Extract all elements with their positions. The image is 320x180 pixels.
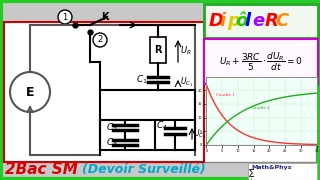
Text: $C_1$: $C_1$ bbox=[136, 74, 148, 86]
Text: R: R bbox=[265, 12, 279, 30]
Text: C: C bbox=[275, 12, 288, 30]
Text: Courbe 2: Courbe 2 bbox=[251, 106, 269, 110]
Bar bbox=[150, 37, 166, 63]
Text: $U_{C_1}$: $U_{C_1}$ bbox=[180, 75, 193, 89]
Text: 1: 1 bbox=[62, 12, 68, 21]
Text: 2Bac SM: 2Bac SM bbox=[5, 163, 78, 177]
Text: $U_{C_2}$: $U_{C_2}$ bbox=[193, 127, 206, 141]
Text: $C_3$: $C_3$ bbox=[106, 137, 118, 149]
Circle shape bbox=[10, 72, 50, 112]
Text: $U_R$: $U_R$ bbox=[180, 45, 192, 57]
Text: $U_R + \dfrac{3RC}{5} \cdot \dfrac{dU_R}{dt} = 0$: $U_R + \dfrac{3RC}{5} \cdot \dfrac{dU_R}… bbox=[219, 51, 303, 73]
Text: (Devoir Surveillé): (Devoir Surveillé) bbox=[82, 163, 206, 177]
FancyBboxPatch shape bbox=[4, 22, 204, 162]
Circle shape bbox=[58, 10, 72, 24]
Text: $C_4$: $C_4$ bbox=[156, 120, 168, 132]
FancyBboxPatch shape bbox=[204, 39, 318, 84]
FancyBboxPatch shape bbox=[204, 4, 318, 38]
Text: 2: 2 bbox=[97, 35, 103, 44]
Circle shape bbox=[93, 33, 107, 47]
Text: Math&Phys: Math&Phys bbox=[252, 165, 292, 170]
Text: p: p bbox=[227, 12, 240, 30]
Text: i: i bbox=[219, 12, 225, 30]
Text: e: e bbox=[252, 12, 264, 30]
Text: ô: ô bbox=[235, 12, 247, 30]
Text: E: E bbox=[26, 86, 34, 98]
Text: D: D bbox=[209, 12, 224, 30]
FancyBboxPatch shape bbox=[247, 163, 316, 179]
Text: Courbe 1: Courbe 1 bbox=[216, 93, 235, 97]
Text: R: R bbox=[154, 45, 162, 55]
FancyBboxPatch shape bbox=[4, 22, 316, 162]
Text: l: l bbox=[244, 12, 250, 30]
Text: $\sum_{i}$: $\sum_{i}$ bbox=[248, 167, 256, 180]
Text: $C_2$: $C_2$ bbox=[106, 122, 118, 134]
Text: K: K bbox=[101, 12, 109, 22]
